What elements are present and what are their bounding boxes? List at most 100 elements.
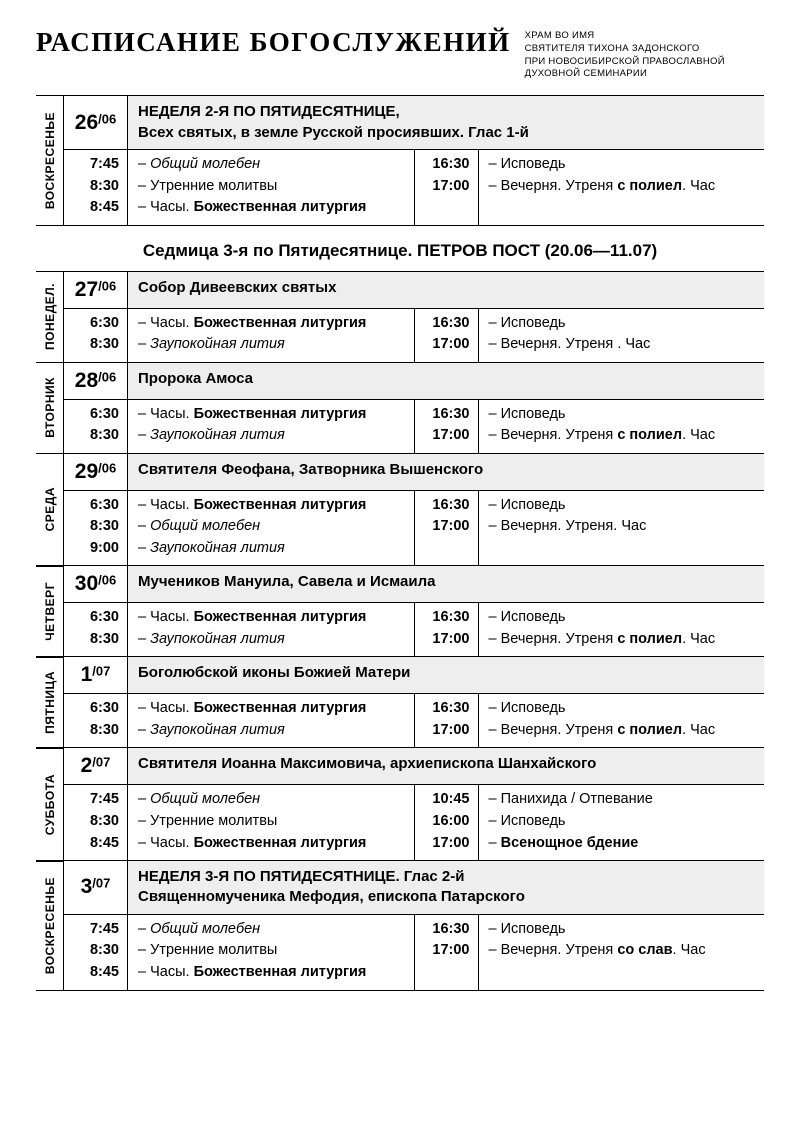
feast-row: 26/06НЕДЕЛЯ 2-Я ПО ПЯТИДЕСЯТНИЦЕ,Всех св… — [64, 96, 764, 150]
service-desc: – Вечерня. Утреня . Час — [489, 334, 757, 356]
day-block: ВОСКРЕСЕНЬЕ26/06НЕДЕЛЯ 2-Я ПО ПЯТИДЕСЯТН… — [36, 95, 764, 226]
service-desc: – Вечерня. Утреня с полиел. Час — [489, 425, 757, 447]
service-desc: – Общий молебен — [138, 789, 406, 811]
service-desc: – Утренние молитвы — [138, 940, 406, 962]
service-time: 8:45 — [72, 833, 119, 855]
service-desc: – Исповедь — [489, 811, 757, 833]
service-time: 16:30 — [423, 154, 470, 176]
service-desc: – Часы. Божественная литургия — [138, 698, 406, 720]
weekday-label: ВТОРНИК — [36, 363, 64, 454]
service-time: 17:00 — [423, 176, 470, 198]
main-title: РАСПИСАНИЕ БОГОСЛУЖЕНИЙ — [36, 28, 511, 56]
weekday-label: СРЕДА — [36, 454, 64, 566]
service-desc: – Заупокойная лития — [138, 334, 406, 356]
date-cell: 28/06 — [64, 363, 128, 399]
services-row: 7:458:308:45– Общий молебен– Утренние мо… — [64, 150, 764, 225]
service-desc: – Часы. Божественная литургия — [138, 313, 406, 335]
service-time: 16:30 — [423, 495, 470, 517]
service-time: 7:45 — [72, 789, 119, 811]
service-desc: – Вечерня. Утреня с полиел. Час — [489, 720, 757, 742]
feast-name: Пророка Амоса — [128, 363, 764, 399]
day-block: ВОСКРЕСЕНЬЕ3/07НЕДЕЛЯ 3-Я ПО ПЯТИДЕСЯТНИ… — [36, 860, 764, 991]
feast-row: 1/07Боголюбской иконы Божией Матери — [64, 657, 764, 694]
date-cell: 2/07 — [64, 748, 128, 784]
service-desc: – Часы. Божественная литургия — [138, 495, 406, 517]
date-cell: 3/07 — [64, 861, 128, 914]
service-desc: – Заупокойная лития — [138, 538, 406, 560]
feast-name: НЕДЕЛЯ 2-Я ПО ПЯТИДЕСЯТНИЦЕ,Всех святых,… — [128, 96, 764, 149]
services-row: 6:308:30– Часы. Божественная литургия– З… — [64, 694, 764, 748]
service-desc: – Утренние молитвы — [138, 176, 406, 198]
service-time: 16:30 — [423, 313, 470, 335]
services-row: 6:308:30 – Часы. Божественная литургия– З… — [64, 309, 764, 363]
service-desc: – Часы. Божественная литургия — [138, 833, 406, 855]
services-row: 6:308:30 – Часы. Божественная литургия– З… — [64, 603, 764, 657]
service-desc: – Общий молебен — [138, 919, 406, 941]
service-desc: – Исповедь — [489, 495, 757, 517]
service-time: 17:00 — [423, 629, 470, 651]
date-cell: 26/06 — [64, 96, 128, 149]
service-time: 16:30 — [423, 404, 470, 426]
feast-name: Собор Дивеевских святых — [128, 272, 764, 308]
weekday-label: ВОСКРЕСЕНЬЕ — [36, 861, 64, 990]
service-time: 16:30 — [423, 698, 470, 720]
service-time: 8:30 — [72, 629, 119, 651]
feast-row: 29/06Святителя Феофана, Затворника Вышен… — [64, 454, 764, 491]
service-desc: – Вечерня. Утреня. Час — [489, 516, 757, 538]
service-desc: – Исповедь — [489, 154, 757, 176]
weekday-label: ПЯТНИЦА — [36, 657, 64, 748]
service-time: 17:00 — [423, 720, 470, 742]
day-block: ПОНЕДЕЛ.27/06Собор Дивеевских святых6:30… — [36, 271, 764, 364]
service-time: 8:30 — [72, 940, 119, 962]
service-time: 7:45 — [72, 919, 119, 941]
date-cell: 29/06 — [64, 454, 128, 490]
service-desc: – Вечерня. Утреня с полиел. Час — [489, 629, 757, 651]
feast-name: НЕДЕЛЯ 3-Я ПО ПЯТИДЕСЯТНИЦЕ. Глас 2-йСвя… — [128, 861, 764, 914]
service-time: 6:30 — [72, 607, 119, 629]
services-row: 7:458:308:45– Общий молебен– Утренние мо… — [64, 785, 764, 860]
feast-name: Боголюбской иконы Божией Матери — [128, 657, 764, 693]
feast-row: 28/06Пророка Амоса — [64, 363, 764, 400]
service-desc: – Исповедь — [489, 313, 757, 335]
service-time: 6:30 — [72, 313, 119, 335]
service-time: 7:45 — [72, 154, 119, 176]
service-desc: – Заупокойная лития — [138, 720, 406, 742]
page-header: РАСПИСАНИЕ БОГОСЛУЖЕНИЙ ХРАМ ВО ИМЯСВЯТИ… — [36, 28, 764, 81]
day-block: ЧЕТВЕРГ30/06Мучеников Мануила, Савела и … — [36, 565, 764, 658]
feast-name: Святителя Иоанна Максимовича, архиеписко… — [128, 748, 764, 784]
services-row: 6:308:30– Часы. Божественная литургия– З… — [64, 400, 764, 454]
service-desc: – Панихида / Отпевание — [489, 789, 757, 811]
service-desc: – Заупокойная лития — [138, 629, 406, 651]
service-time: 17:00 — [423, 940, 470, 962]
service-time: 16:30 — [423, 607, 470, 629]
service-desc: – Исповедь — [489, 698, 757, 720]
service-time: 10:45 — [423, 789, 470, 811]
services-row: 7:458:308:45 – Общий молебен– Утренние мо… — [64, 915, 764, 990]
service-time: 6:30 — [72, 698, 119, 720]
service-time: 8:30 — [72, 176, 119, 198]
feast-row: 3/07НЕДЕЛЯ 3-Я ПО ПЯТИДЕСЯТНИЦЕ. Глас 2-… — [64, 861, 764, 915]
schedule-container: ВОСКРЕСЕНЬЕ26/06НЕДЕЛЯ 2-Я ПО ПЯТИДЕСЯТН… — [36, 95, 764, 991]
service-time: 16:00 — [423, 811, 470, 833]
service-time: 17:00 — [423, 516, 470, 538]
service-desc: – Часы. Божественная литургия — [138, 962, 406, 984]
service-time: 8:30 — [72, 811, 119, 833]
service-desc: – Исповедь — [489, 919, 757, 941]
date-cell: 30/06 — [64, 566, 128, 602]
weekday-label: ВОСКРЕСЕНЬЕ — [36, 96, 64, 225]
service-time: 8:45 — [72, 962, 119, 984]
service-time: 8:30 — [72, 334, 119, 356]
service-time: 17:00 — [423, 425, 470, 447]
service-time: 8:45 — [72, 197, 119, 219]
week-title: Седмица 3-я по Пятидесятнице. ПЕТРОВ ПОС… — [36, 241, 764, 261]
service-desc: – Исповедь — [489, 404, 757, 426]
service-desc: – Общий молебен — [138, 516, 406, 538]
service-desc: – Часы. Божественная литургия — [138, 197, 406, 219]
weekday-label: ПОНЕДЕЛ. — [36, 272, 64, 363]
service-time: 6:30 — [72, 495, 119, 517]
service-time: 6:30 — [72, 404, 119, 426]
day-block: ПЯТНИЦА1/07Боголюбской иконы Божией Мате… — [36, 656, 764, 749]
services-row: 6:308:309:00– Часы. Божественная литурги… — [64, 491, 764, 566]
service-desc: – Часы. Божественная литургия — [138, 607, 406, 629]
feast-row: 2/07Святителя Иоанна Максимовича, архиеп… — [64, 748, 764, 785]
